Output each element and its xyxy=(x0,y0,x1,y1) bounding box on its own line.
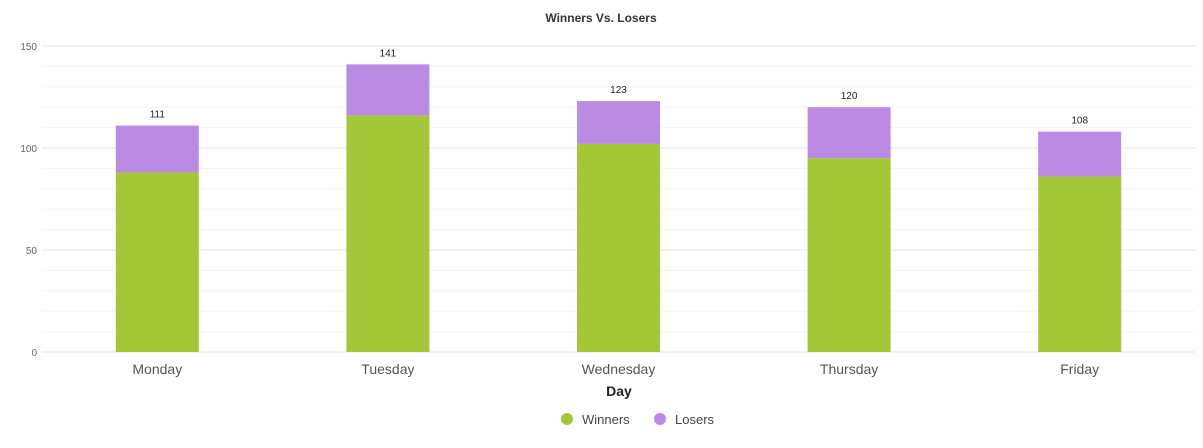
total-label: 123 xyxy=(610,85,627,96)
bar-winners-thursday xyxy=(807,158,891,352)
bar-winners-tuesday xyxy=(346,115,430,352)
x-tick-label: Monday xyxy=(132,361,182,377)
total-label: 108 xyxy=(1071,116,1088,127)
total-label: 111 xyxy=(150,110,166,121)
bar-losers-thursday xyxy=(807,107,891,159)
y-tick-label: 100 xyxy=(20,144,37,155)
legend-label: Losers xyxy=(675,412,715,427)
legend: Winners Losers xyxy=(561,412,715,427)
legend-label: Winners xyxy=(582,412,630,427)
y-tick-label: 0 xyxy=(31,348,37,359)
y-tick-label: 50 xyxy=(26,246,38,257)
bar-winners-wednesday xyxy=(577,143,660,352)
x-axis-label: Day xyxy=(606,383,632,399)
y-tick-label: 150 xyxy=(20,42,37,53)
x-tick-label: Wednesday xyxy=(582,361,656,377)
bar-winners-friday xyxy=(1038,176,1122,352)
total-label: 141 xyxy=(380,48,397,59)
bar-losers-tuesday xyxy=(346,64,430,116)
total-labels: 111 141 123 120 108 xyxy=(150,48,1089,126)
bar-losers-monday xyxy=(115,125,199,173)
legend-item-losers[interactable]: Losers xyxy=(654,412,715,427)
bars xyxy=(115,64,1122,352)
legend-swatch xyxy=(561,413,573,425)
legend-item-winners[interactable]: Winners xyxy=(561,412,630,427)
bar-losers-friday xyxy=(1038,131,1122,177)
total-label: 120 xyxy=(841,91,858,102)
bar-losers-wednesday xyxy=(577,101,660,144)
chart-title: Winners Vs. Losers xyxy=(545,11,657,25)
y-axis-ticks: 0 50 100 150 xyxy=(20,42,37,359)
x-tick-label: Friday xyxy=(1060,361,1099,377)
x-tick-label: Thursday xyxy=(820,361,878,377)
legend-swatch xyxy=(654,413,666,425)
bar-winners-monday xyxy=(115,172,199,352)
x-tick-label: Tuesday xyxy=(361,361,414,377)
x-axis-ticks: Monday Tuesday Wednesday Thursday Friday xyxy=(132,361,1099,377)
